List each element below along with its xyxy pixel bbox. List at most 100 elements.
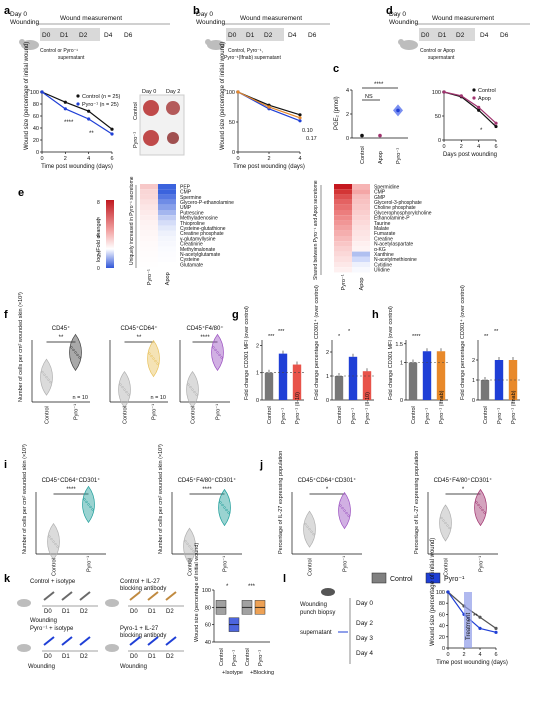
significance-stars: **** [374, 82, 384, 88]
heatmap-row-label: Spermine [180, 195, 202, 201]
wound-photo [143, 100, 159, 116]
heatmap-cell [140, 215, 158, 221]
data-point [152, 357, 155, 360]
data-point [477, 503, 480, 507]
data-point [76, 353, 79, 357]
heatmap-cell [140, 199, 158, 205]
data-point [298, 116, 302, 120]
heatmap-row-label: Uridine [374, 268, 390, 274]
heatmap-cell [352, 194, 370, 200]
heatmap-cell [352, 246, 370, 252]
group-label-unique: Uniquely increased in Pyro⁻¹ secretome [129, 176, 135, 265]
significance-stars: ** [137, 335, 142, 341]
heatmap-cell [158, 194, 176, 200]
x-tick-label: Pyro⁻¹ [223, 556, 229, 572]
violin-treatment [69, 333, 82, 371]
y-tick-label: 100 [226, 90, 235, 96]
data-point [494, 626, 498, 631]
x-tick-label: Pyro⁻¹ [497, 408, 503, 424]
x-tick-label: 4 [298, 156, 301, 162]
chart-c-pge2: 0 2 4 Control Apop Pyro⁻¹ PGE₂ (pmol) ****NS [334, 82, 408, 164]
y-tick-label: 1.5 [395, 342, 403, 348]
significance-stars: **** [200, 335, 210, 341]
heatmap-cell [140, 184, 158, 190]
data-point [43, 373, 46, 376]
heatmap-column-label: Apop [359, 278, 365, 291]
data-point [446, 524, 449, 527]
panel-letter-j: j [259, 459, 263, 471]
data-point [475, 501, 478, 504]
x-tick-label: Pyro⁻¹ [396, 148, 402, 164]
y-tick-label: 20 [33, 138, 39, 144]
legend-marker [76, 102, 80, 106]
data-point [218, 353, 221, 357]
y-tick-label: 60 [205, 623, 211, 629]
heatmap-cell [352, 256, 370, 262]
timeline-wounding: Wounding [389, 19, 419, 26]
data-point [87, 109, 91, 113]
data-point [190, 547, 193, 550]
bar [334, 376, 344, 400]
mouse-icon [205, 39, 225, 50]
data-point [83, 498, 86, 501]
heatmap-cell [334, 246, 352, 252]
x-axis-label: Time post wounding (days) [436, 660, 508, 666]
data-point [494, 630, 498, 634]
x-tick-label: 4 [87, 156, 90, 162]
y-tick-label: 0 [346, 136, 349, 142]
data-point [306, 525, 309, 528]
data-point [72, 348, 75, 352]
x-tick-label: Pyro⁻¹ (Ifnab) [439, 390, 445, 424]
mouse-icon [17, 599, 119, 652]
day-label: D2 [456, 32, 465, 39]
data-point [347, 514, 350, 517]
supernatant-label: Control, Pyro⁻¹, [228, 48, 263, 54]
heatmap-row-label: N-acetylglutamate [180, 252, 221, 258]
data-point [478, 626, 482, 631]
data-point [479, 506, 482, 509]
data-point [396, 108, 400, 113]
significance-stars: **** [412, 334, 421, 340]
data-point [45, 376, 48, 379]
data-point [47, 378, 50, 381]
legend-label-pyro: Pyro⁻¹ [444, 576, 465, 583]
supernatant-label: Pyro⁻¹(Ifnab) supernatant [224, 55, 281, 61]
data-point [110, 127, 114, 131]
y-tick-label: 4 [346, 88, 349, 94]
legend-label-control: Control [390, 576, 413, 583]
heatmap-cell [140, 262, 158, 268]
chart-title: CD45⁺F4/80⁺ [186, 325, 223, 332]
y-axis-label: Number of cells per cm² wounded skin (×1… [18, 292, 24, 402]
heatmap-row-label: Creatine phosphate [180, 231, 224, 237]
heatmap-cell [352, 225, 370, 231]
treatment-window [464, 592, 472, 648]
y-tick-label: 80 [439, 601, 445, 607]
series-line [443, 91, 497, 124]
heatmap-shared: SpermidineCMPGMPGlycerol-3-phosphateChol… [334, 184, 432, 290]
y-axis-label: Wound size (percentage of initial wound) [194, 543, 200, 642]
data-point [156, 362, 159, 365]
day-label: D6 [308, 32, 317, 39]
y-axis-label: Fold change percentage CD301⁺ (over cont… [459, 285, 466, 400]
data-point [220, 356, 223, 359]
heatmap-cell [140, 225, 158, 231]
heatmap-cell [334, 225, 352, 231]
data-point [343, 509, 346, 512]
day-label: D1 [438, 32, 447, 39]
heatmap-cell [352, 251, 370, 257]
chart-title: CD45⁺ [52, 325, 71, 332]
bar [292, 364, 302, 400]
day-label: D0 [421, 32, 430, 39]
y-tick-label: 40 [205, 640, 211, 646]
heatmap-cell [334, 241, 352, 247]
data-point [56, 545, 59, 548]
y-tick-label: 2 [256, 343, 259, 349]
heatmap-cell [158, 256, 176, 262]
y-tick-label: 20 [439, 635, 445, 641]
data-point [154, 359, 157, 363]
heatmap-cell [352, 184, 370, 190]
data-point [440, 516, 443, 520]
data-point [125, 390, 128, 394]
heatmap-row-label: CMP [374, 190, 386, 196]
